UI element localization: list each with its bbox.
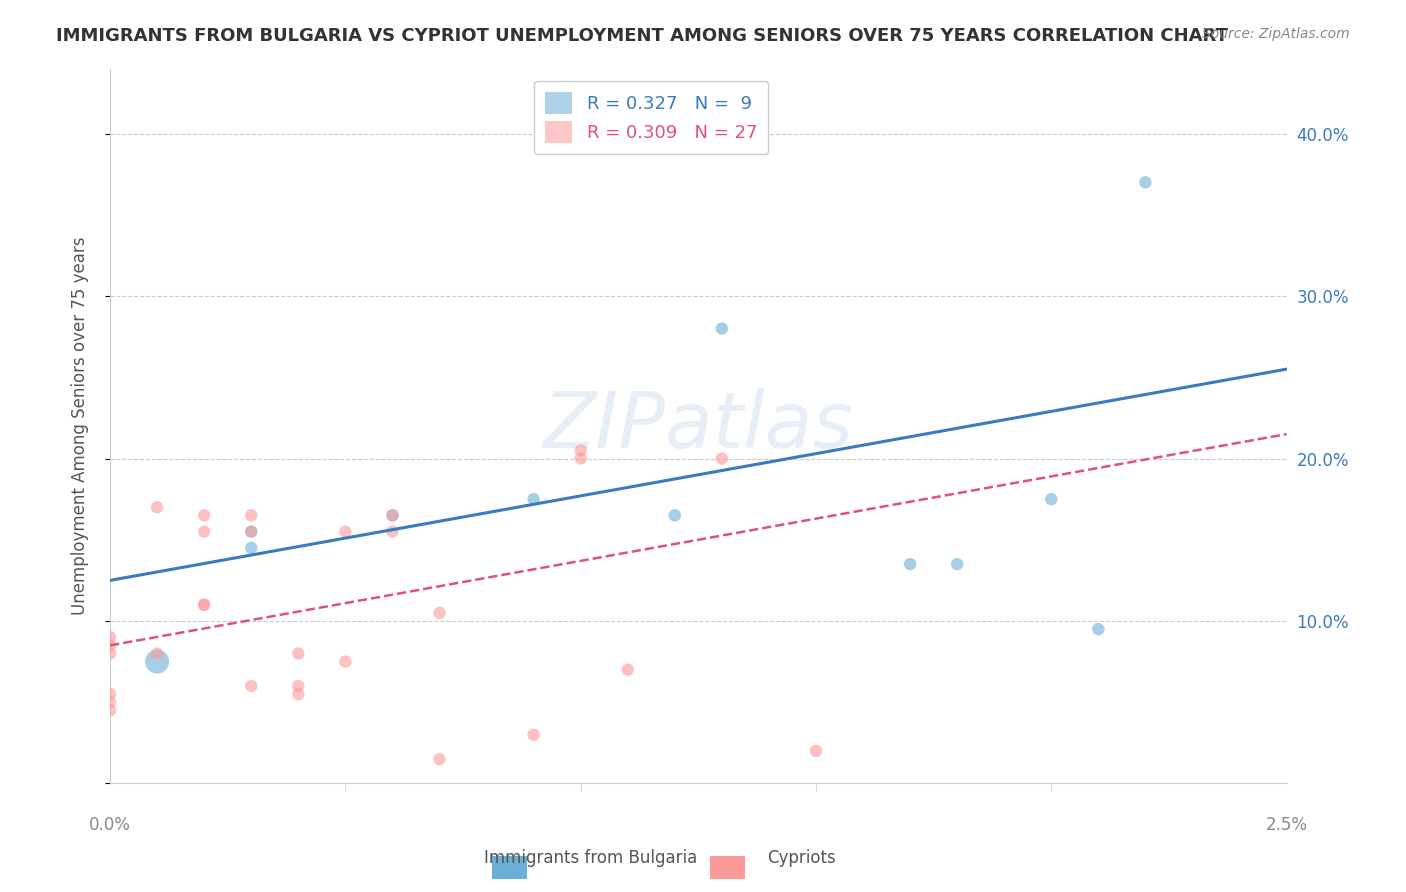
Point xyxy=(616,663,638,677)
Text: 2.5%: 2.5% xyxy=(1265,815,1308,834)
Point xyxy=(804,744,827,758)
Point xyxy=(193,524,215,539)
Text: ZIPatlas: ZIPatlas xyxy=(543,388,853,464)
Point xyxy=(1040,492,1063,507)
Point xyxy=(240,524,263,539)
Point xyxy=(240,679,263,693)
Text: 0.0%: 0.0% xyxy=(89,815,131,834)
Point xyxy=(710,321,733,335)
Point xyxy=(946,557,969,571)
Point xyxy=(1135,175,1157,189)
Point xyxy=(193,598,215,612)
Point xyxy=(146,647,169,661)
Point xyxy=(429,752,451,766)
Point xyxy=(146,500,169,515)
Point xyxy=(287,679,309,693)
Point xyxy=(193,508,215,523)
Point xyxy=(381,524,404,539)
Point xyxy=(569,443,592,458)
Text: Cypriots: Cypriots xyxy=(768,849,835,867)
Point xyxy=(523,492,546,507)
Y-axis label: Unemployment Among Seniors over 75 years: Unemployment Among Seniors over 75 years xyxy=(72,236,89,615)
Point xyxy=(664,508,686,523)
Point xyxy=(335,524,357,539)
Text: IMMIGRANTS FROM BULGARIA VS CYPRIOT UNEMPLOYMENT AMONG SENIORS OVER 75 YEARS COR: IMMIGRANTS FROM BULGARIA VS CYPRIOT UNEM… xyxy=(56,27,1227,45)
Point xyxy=(240,524,263,539)
Point xyxy=(98,639,121,653)
Point xyxy=(335,655,357,669)
Point xyxy=(569,451,592,466)
Point xyxy=(898,557,921,571)
Point xyxy=(1087,622,1109,636)
Point xyxy=(193,598,215,612)
Point xyxy=(98,647,121,661)
Point xyxy=(98,687,121,701)
Point xyxy=(240,508,263,523)
Point xyxy=(98,695,121,709)
Point xyxy=(710,451,733,466)
Point xyxy=(429,606,451,620)
Point xyxy=(287,687,309,701)
Point xyxy=(287,647,309,661)
Text: Immigrants from Bulgaria: Immigrants from Bulgaria xyxy=(484,849,697,867)
Point xyxy=(98,630,121,644)
Text: Source: ZipAtlas.com: Source: ZipAtlas.com xyxy=(1202,27,1350,41)
Point xyxy=(146,655,169,669)
Legend: R = 0.327   N =  9, R = 0.309   N = 27: R = 0.327 N = 9, R = 0.309 N = 27 xyxy=(534,81,768,154)
Point xyxy=(381,508,404,523)
Point xyxy=(240,541,263,555)
Point xyxy=(381,508,404,523)
Point xyxy=(98,703,121,717)
Point xyxy=(523,728,546,742)
